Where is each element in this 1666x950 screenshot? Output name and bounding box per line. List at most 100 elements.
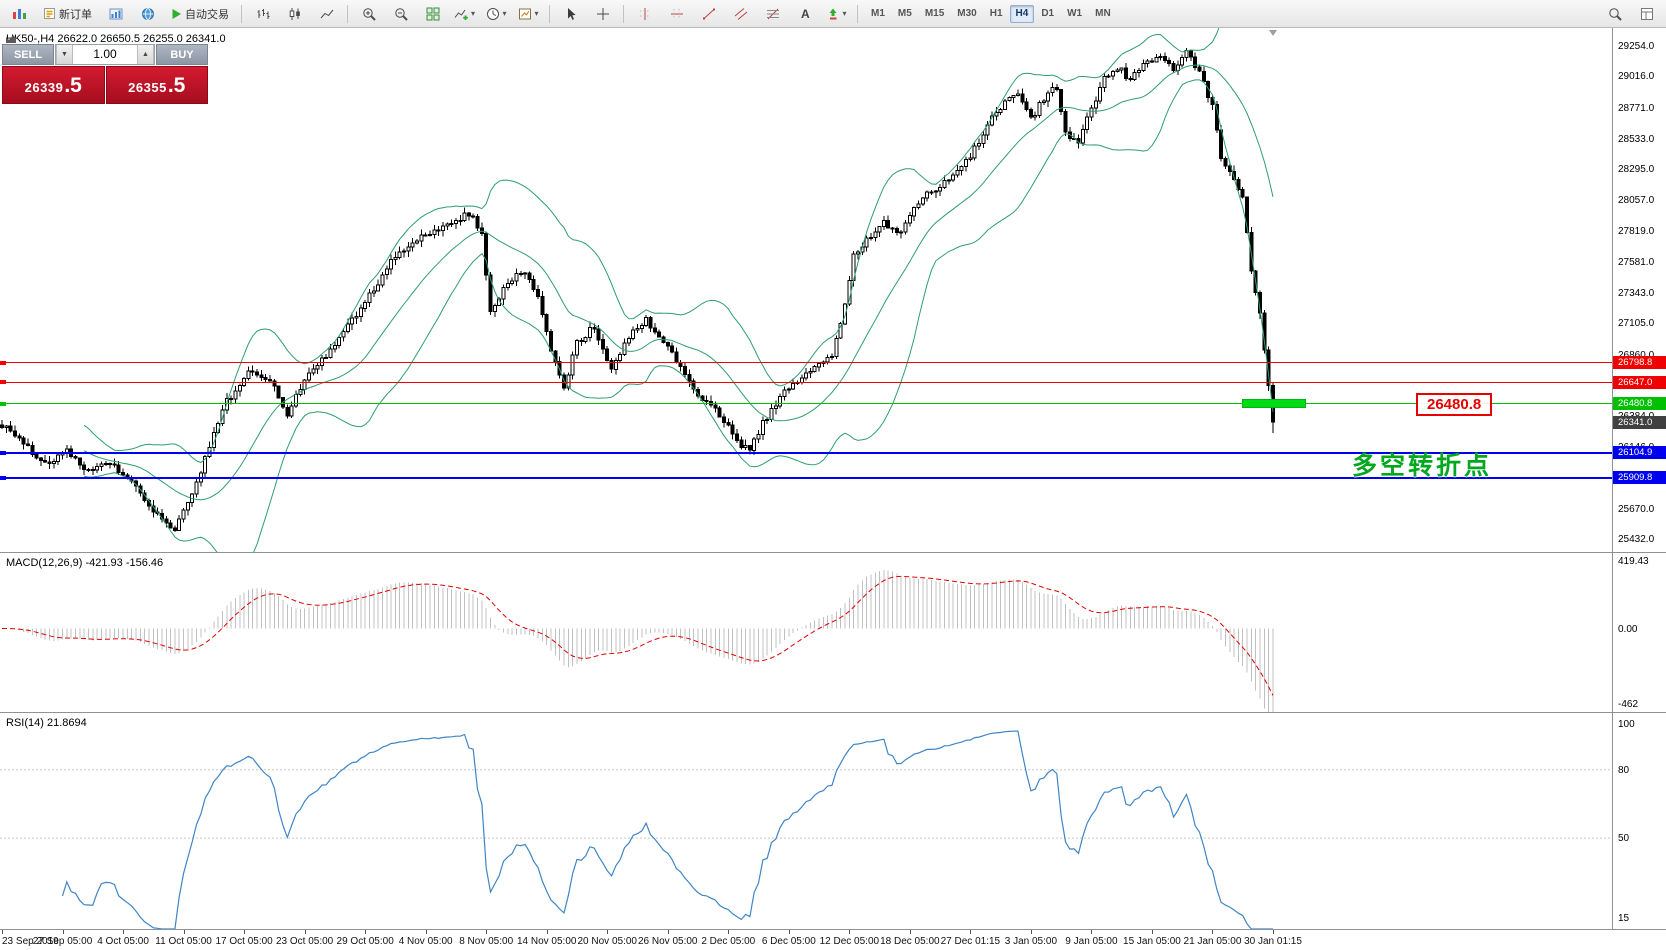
tile-windows-icon[interactable] <box>417 2 448 26</box>
time-axis-tick <box>183 930 185 934</box>
time-axis-label: 14 Nov 05:00 <box>516 936 577 947</box>
hline-26104.9[interactable] <box>0 451 1612 454</box>
vertical-line-tool-icon[interactable] <box>629 2 660 26</box>
zoom-out-icon[interactable] <box>385 2 416 26</box>
time-axis-label: 23 Oct 05:00 <box>275 936 334 947</box>
price-axis-label: 27343.0 <box>1618 287 1655 299</box>
time-axis-label: 12 Dec 05:00 <box>819 936 880 947</box>
buy-price-display[interactable]: 26355.5 <box>105 66 208 104</box>
macd-panel[interactable]: MACD(12,26,9) -421.93 -156.46 <box>0 553 1612 712</box>
hline-left-marker <box>0 380 6 385</box>
template-icon <box>519 8 532 19</box>
cursor-tool-icon[interactable] <box>555 2 586 26</box>
volume-value[interactable]: 1.00 <box>93 47 117 61</box>
buy-button[interactable]: BUY <box>156 44 208 65</box>
hline-26480.8[interactable] <box>0 403 1612 405</box>
arrows-tool-button[interactable]: ▾ <box>821 2 852 26</box>
arrows-dropdown-icon: ▾ <box>842 9 847 18</box>
bar-chart-icon[interactable] <box>247 2 278 26</box>
candlestick-chart[interactable] <box>0 28 1612 552</box>
time-axis-tick <box>62 930 64 934</box>
indicator-axis-label: 80 <box>1618 764 1630 776</box>
macd-chart <box>2 569 1274 712</box>
line-chart-icon[interactable] <box>311 2 342 26</box>
new-order-label: 新订单 <box>59 8 92 21</box>
rsi-chart <box>0 730 1612 929</box>
text-tool-icon[interactable]: A <box>789 2 820 26</box>
timeframe-M30[interactable]: M30 <box>957 7 977 19</box>
timeframe-M15[interactable]: M15 <box>924 7 945 19</box>
thick-green-segment[interactable] <box>1242 399 1306 409</box>
indicator-axis-label: -462 <box>1618 699 1639 710</box>
annotation-text[interactable]: 多空转折点 <box>1352 451 1493 480</box>
volume-decrease-button[interactable]: ▼ <box>56 45 73 64</box>
hline-25909.8[interactable] <box>0 476 1612 479</box>
candlestick-chart-icon[interactable] <box>279 2 310 26</box>
autotrade-button[interactable]: 自动交易 <box>164 2 236 26</box>
horizontal-line-tool-icon[interactable] <box>661 2 692 26</box>
market-watch-icon[interactable] <box>100 2 131 26</box>
time-axis-tick <box>849 930 851 934</box>
channel-tool-icon[interactable] <box>725 2 756 26</box>
time-axis-tick <box>1212 930 1214 934</box>
time-axis-tick <box>667 930 669 934</box>
timeframe-MN[interactable]: MN <box>1095 7 1111 19</box>
app-logo-icon <box>4 2 35 26</box>
one-click-trading-panel: SELL ▼ 1.00 ▲ BUY 26339.5 26355.5 <box>2 44 208 104</box>
crosshair-tool-icon[interactable] <box>587 2 618 26</box>
sell-button[interactable]: SELL <box>2 44 54 65</box>
time-axis-label: 15 Jan 05:00 <box>1123 936 1181 947</box>
search-icon[interactable] <box>1599 2 1630 26</box>
timeframe-H1[interactable]: H1 <box>989 7 1003 19</box>
sell-price-display[interactable]: 26339.5 <box>2 66 105 104</box>
time-axis-label: 30 Jan 01:15 <box>1244 936 1302 947</box>
symbol-chart-icon <box>6 35 16 43</box>
toolbar-separator <box>623 4 624 23</box>
time-axis-tick <box>304 930 306 934</box>
time-axis-label: 17 Oct 05:00 <box>215 936 273 947</box>
main-chart-panel[interactable]: HK50-,H4 26622.0 26650.5 26255.0 26341.0… <box>0 28 1612 552</box>
price-axis[interactable]: 26798.8 26647.0 26480.8 26104.9 25909.8 26341… <box>1612 28 1666 929</box>
templates-dropdown-icon: ▾ <box>534 9 539 18</box>
data-window-icon[interactable] <box>1631 2 1662 26</box>
volume-increase-button[interactable]: ▲ <box>137 45 154 64</box>
hline-left-marker <box>0 401 6 406</box>
timeframe-D1[interactable]: D1 <box>1041 7 1055 19</box>
timeframe-H4[interactable]: H4 <box>1009 4 1035 23</box>
panel-separator <box>0 712 1666 713</box>
timeframe-toolbar: M1 M5 M15 M30 H1 H4 D1 W1 MN <box>865 4 1117 23</box>
new-order-button[interactable]: 新订单 <box>36 2 99 26</box>
hline-26798.8[interactable] <box>0 362 1612 364</box>
fibonacci-tool-icon[interactable] <box>757 2 788 26</box>
timeframe-M5[interactable]: M5 <box>897 7 912 19</box>
chart-ohlc-text: HK50-,H4 26622.0 26650.5 26255.0 26341.0 <box>6 33 226 45</box>
time-axis-tick <box>607 930 609 934</box>
navigator-icon[interactable] <box>132 2 163 26</box>
time-axis[interactable]: 23 Sep 2019 27 Sep 05:00 4 Oct 05:00 11 Oct… <box>0 930 1666 950</box>
volume-stepper: ▼ 1.00 ▲ <box>55 44 155 65</box>
templates-button[interactable]: ▾ <box>513 2 544 26</box>
rsi-panel[interactable]: RSI(14) 21.8694 <box>0 713 1612 929</box>
indicators-button[interactable]: ▾ <box>449 2 480 26</box>
timeframe-W1[interactable]: W1 <box>1067 7 1083 19</box>
zoom-in-icon[interactable] <box>353 2 384 26</box>
price-axis-label: 27581.0 <box>1618 256 1655 268</box>
time-axis-tick <box>425 930 427 934</box>
hline-26647.0[interactable] <box>0 381 1612 383</box>
periods-button[interactable]: ▾ <box>481 2 512 26</box>
time-axis-label: 21 Jan 05:00 <box>1183 936 1242 947</box>
panel-separator <box>0 929 1666 930</box>
indicators-icon <box>454 9 468 20</box>
trendline-tool-icon[interactable] <box>693 2 724 26</box>
time-axis-label: 11 Oct 05:00 <box>155 936 212 947</box>
chart-shift-marker[interactable] <box>1269 30 1277 36</box>
indicator-axis-label: 100 <box>1618 719 1635 731</box>
time-axis-label: 29 Oct 05:00 <box>336 936 394 947</box>
time-axis-tick <box>728 930 730 934</box>
time-axis-tick <box>486 930 488 934</box>
price-alert-label[interactable]: 26480.8 <box>1416 392 1493 416</box>
rsi-header: RSI(14) 21.8694 <box>6 717 87 729</box>
timeframe-M1[interactable]: M1 <box>871 7 885 19</box>
time-axis-label: 6 Dec 05:00 <box>761 936 816 947</box>
clock-icon <box>487 7 500 20</box>
